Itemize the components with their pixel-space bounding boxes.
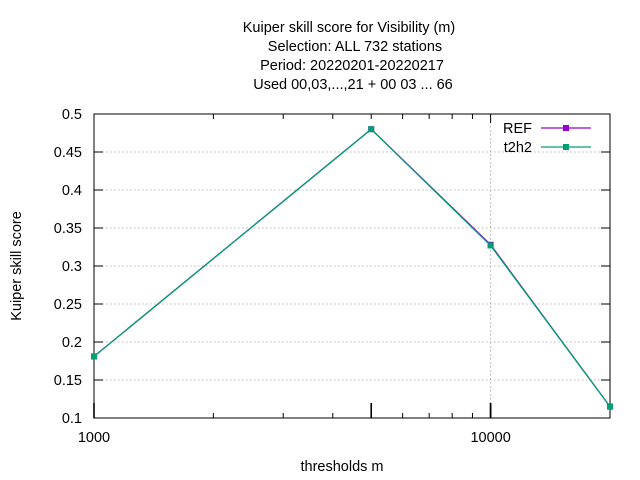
y-tick-label: 0.1	[62, 411, 82, 427]
chart-title: Kuiper skill score for Visibility (m) Se…	[243, 20, 455, 93]
legend: REF t2h2	[503, 121, 591, 156]
y-tick-label: 0.2	[62, 335, 82, 351]
data-point-t2h2	[607, 403, 613, 410]
legend-marker-t2h2	[563, 144, 569, 150]
data-point-t2h2	[368, 126, 375, 133]
legend-marker-REF	[563, 125, 569, 131]
series-layer	[91, 126, 613, 410]
y-tick-label: 0.3	[62, 259, 82, 275]
x-tick-label: 10000	[470, 430, 510, 446]
y-tick-label: 0.25	[54, 297, 82, 313]
series-line-t2h2	[93, 128, 611, 407]
y-tick-label: 0.5	[62, 107, 82, 123]
y-tick-label: 0.4	[62, 183, 82, 199]
title-line-2: Selection: ALL 732 stations	[268, 39, 442, 55]
x-axis-label: thresholds m	[300, 459, 383, 475]
tick-labels: 0.1 0.15 0.2 0.25 0.3 0.35 0.4 0.45 0.5 1000 10000	[54, 107, 511, 446]
data-point-t2h2	[487, 242, 494, 249]
series-t2h2	[91, 126, 613, 410]
y-tick-label: 0.15	[54, 373, 82, 389]
data-point-t2h2	[91, 353, 97, 360]
legend-label-t2h2: t2h2	[504, 140, 532, 156]
plot-frame	[93, 113, 611, 419]
y-axis-label: Kuiper skill score	[9, 211, 25, 321]
series-line-REF	[93, 128, 611, 407]
series-REF	[91, 126, 613, 410]
title-line-3: Period: 20220201-20220217	[260, 58, 444, 74]
grid-lines	[94, 114, 610, 418]
legend-label-REF: REF	[503, 121, 532, 137]
y-tick-label: 0.35	[54, 221, 82, 237]
x-tick-label: 1000	[78, 430, 110, 446]
title-line-1: Kuiper skill score for Visibility (m)	[243, 20, 455, 36]
title-line-4: Used 00,03,...,21 + 00 03 ... 66	[253, 77, 453, 93]
y-tick-label: 0.45	[54, 145, 82, 161]
